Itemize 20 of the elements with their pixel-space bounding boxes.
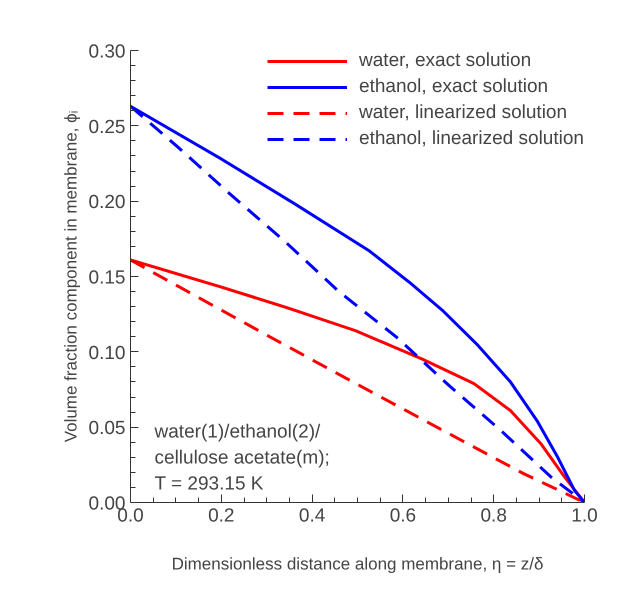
x-tick-label: 1.0: [571, 506, 598, 526]
y-tick-label: 0.30: [88, 42, 126, 62]
y-tick-label: 0.20: [88, 192, 126, 214]
x-tick-label: 0.6: [390, 506, 416, 526]
y-tick-label: 0.05: [88, 418, 126, 440]
legend-label: ethanol, exact solution: [359, 76, 548, 98]
legend-label: ethanol, linearized solution: [359, 128, 584, 150]
annotation: water(1)/ethanol(2)/: [154, 422, 322, 442]
legend-label: water, linearized solution: [359, 102, 568, 124]
x-tick-label: 0.2: [208, 506, 235, 526]
y-tick-label: 0.15: [88, 268, 126, 288]
annotation: cellulose acetate(m);: [154, 448, 330, 468]
x-tick-label: 0.4: [298, 506, 326, 526]
x-tick-label: 0.8: [480, 506, 507, 526]
y-tick-label: 0.25: [88, 116, 126, 138]
x-axis-title: Dimensionless distance along membrane, η = z/δ: [172, 554, 544, 574]
legend-label: water, exact solution: [359, 50, 532, 72]
y-tick-label: 0.10: [88, 342, 126, 364]
annotation: T = 293.15 K: [154, 474, 264, 494]
y-axis-title: Volume fraction component in membrane, ϕᵢ: [62, 110, 81, 442]
